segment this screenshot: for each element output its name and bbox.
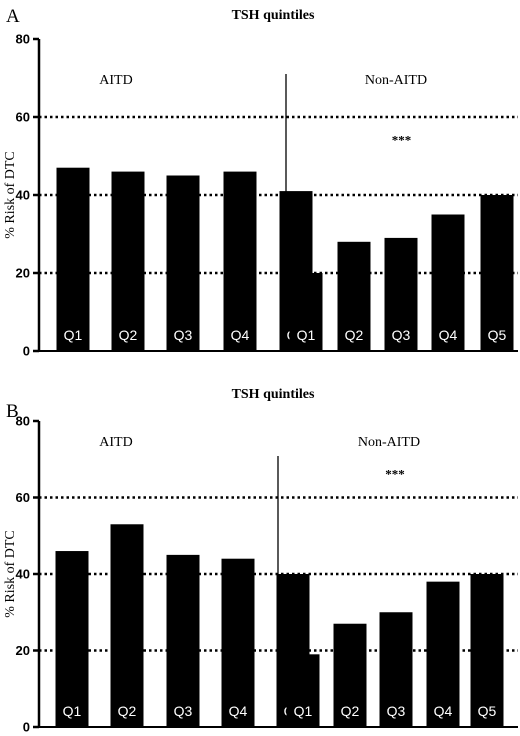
bar-category-label: Q2 — [345, 327, 364, 343]
bar-category-label: Q5 — [478, 703, 497, 719]
y-tick-label: 60 — [16, 490, 30, 505]
bar-category-label: Q1 — [297, 327, 316, 343]
bar-category-label: Q1 — [294, 703, 313, 719]
group-label: Non-AITD — [358, 435, 420, 450]
bar — [166, 175, 200, 351]
bar — [166, 554, 200, 727]
bar — [221, 558, 255, 727]
bar — [379, 612, 413, 727]
bar — [286, 654, 320, 727]
y-tick-label: 80 — [16, 32, 30, 47]
bar — [56, 167, 90, 351]
bar — [223, 171, 257, 351]
bar-category-label: Q3 — [174, 327, 193, 343]
panel-a: A TSH quintiles % Risk of DTC Q1 Q2 Q3 Q4 Q5 AIT… — [3, 6, 518, 359]
bar — [289, 273, 323, 351]
bar-category-label: Q3 — [174, 703, 193, 719]
bar-category-label: Q5 — [488, 327, 507, 343]
bar-category-label: Q4 — [439, 327, 458, 343]
bar — [426, 581, 460, 727]
significance-annotation: *** — [385, 466, 405, 481]
bar-category-label: Q4 — [229, 703, 248, 719]
bar-category-label: Q3 — [392, 327, 411, 343]
bar-category-label: Q4 — [231, 327, 250, 343]
bar — [480, 195, 514, 351]
panel-b: B TSH quintiles % Risk of DTC Q1 Q2 Q3 Q4 Q5 AIT… — [3, 387, 518, 735]
y-tick-label: 0 — [23, 720, 30, 735]
y-tick-label: 20 — [16, 643, 30, 658]
bar — [470, 574, 504, 727]
panel-letter: A — [6, 6, 20, 27]
group-label: AITD — [99, 73, 132, 88]
y-tick-label: 80 — [16, 414, 30, 429]
bar-category-label: Q1 — [64, 327, 83, 343]
bar-category-label: Q3 — [387, 703, 406, 719]
bar-category-label: Q1 — [63, 703, 82, 719]
group-label: AITD — [99, 435, 132, 450]
group-label: Non-AITD — [365, 73, 427, 88]
y-tick-label: 60 — [16, 110, 30, 125]
bar — [55, 551, 89, 727]
bar-category-label: Q2 — [118, 703, 137, 719]
y-axis-label: % Risk of DTC — [3, 530, 18, 618]
bar — [111, 171, 145, 351]
chart-title: TSH quintiles — [232, 8, 315, 23]
y-tick-label: 40 — [16, 567, 30, 582]
y-tick-label: 0 — [23, 344, 30, 359]
bar — [431, 214, 465, 351]
y-tick-label: 20 — [16, 266, 30, 281]
bar-category-label: Q2 — [341, 703, 360, 719]
bar — [384, 237, 418, 351]
y-axis-label: % Risk of DTC — [3, 151, 18, 239]
bar — [110, 524, 144, 727]
bar-category-label: Q4 — [434, 703, 453, 719]
bar — [337, 241, 371, 351]
significance-annotation: *** — [392, 132, 412, 147]
bar — [333, 623, 367, 727]
panel-letter: B — [6, 401, 19, 422]
chart-title: TSH quintiles — [232, 387, 315, 402]
bar-category-label: Q2 — [119, 327, 138, 343]
y-tick-label: 40 — [16, 188, 30, 203]
